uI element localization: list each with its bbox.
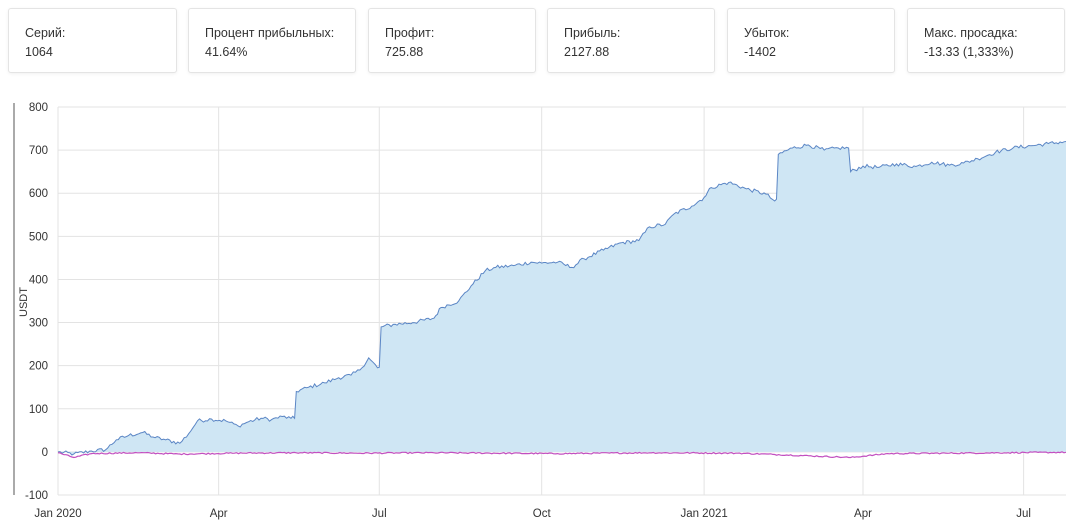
stat-value: -13.33 (1,333%) xyxy=(924,45,1014,59)
stat-label: Серий: xyxy=(25,26,66,40)
y-tick-label: 800 xyxy=(29,102,48,114)
x-tick-label: Apr xyxy=(854,508,872,520)
x-tick-label: Jul xyxy=(372,508,387,520)
stat-card-gross-profit: Прибыль: 2127.88 xyxy=(547,8,715,73)
stat-label: Прибыль: xyxy=(564,26,621,40)
y-tick-label: 500 xyxy=(29,231,48,243)
chart-series xyxy=(57,141,1066,459)
equity-line xyxy=(57,141,1066,456)
stat-value: 2127.88 xyxy=(564,45,610,59)
y-tick-label: 100 xyxy=(29,404,48,416)
stat-card-series: Серий: 1064 xyxy=(8,8,177,73)
stat-value: 725.88 xyxy=(385,45,424,59)
stat-card-max-drawdown: Макс. просадка: -13.33 (1,333%) xyxy=(907,8,1065,73)
equity-chart: -100 0 100 200 300 400 500 600 700 800 Jan 2020 Apr… xyxy=(13,102,1066,520)
y-tick-label: 400 xyxy=(29,274,48,286)
y-tick-label: 700 xyxy=(29,145,48,157)
stat-label: Макс. просадка: xyxy=(924,26,1018,40)
y-axis-label: USDT xyxy=(18,287,30,317)
y-tick-label: 200 xyxy=(29,361,48,373)
stat-value: 41.64% xyxy=(205,45,248,59)
stat-card-win-rate: Процент прибыльных: 41.64% xyxy=(188,8,356,73)
x-tick-label: Jan 2020 xyxy=(34,508,81,520)
chart-axes: -100 0 100 200 300 400 500 600 700 800 Jan 2020 Apr… xyxy=(13,102,1031,520)
stat-label: Процент прибыльных: xyxy=(205,26,335,40)
y-tick-label: -100 xyxy=(25,490,48,502)
stat-card-profit: Профит: 725.88 xyxy=(368,8,536,73)
y-tick-label: 0 xyxy=(42,447,48,459)
drawdown-line xyxy=(57,451,1066,459)
y-tick-label: 300 xyxy=(29,318,48,330)
stats-bar: Серий: 1064 Процент прибыльных: 41.64% П… xyxy=(8,8,1066,75)
x-tick-label: Jul xyxy=(1016,508,1031,520)
x-tick-label: Jan 2021 xyxy=(680,508,727,520)
x-tick-label: Apr xyxy=(210,508,228,520)
y-tick-label: 600 xyxy=(29,188,48,200)
equity-area xyxy=(58,141,1066,455)
x-tick-label: Oct xyxy=(533,508,552,520)
stat-value: -1402 xyxy=(744,45,776,59)
stat-card-loss: Убыток: -1402 xyxy=(727,8,895,73)
stat-label: Убыток: xyxy=(744,26,790,40)
stat-label: Профит: xyxy=(385,26,435,40)
stat-value: 1064 xyxy=(25,45,53,59)
